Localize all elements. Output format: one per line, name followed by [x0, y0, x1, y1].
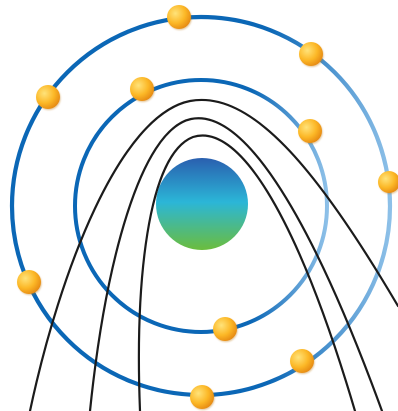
trajectory-curve-3	[137, 134, 357, 411]
electron-icon	[17, 270, 41, 294]
trajectory-curves	[28, 98, 398, 411]
electron-icon	[190, 385, 214, 409]
electron-icon	[378, 171, 398, 193]
electron-icon	[299, 42, 323, 66]
electron-icon	[130, 77, 154, 101]
electron-icon	[213, 317, 237, 341]
trajectory-curve-1	[28, 98, 398, 411]
electron-icon	[290, 349, 314, 373]
electron-icon	[298, 119, 322, 143]
trajectory-curve-2	[88, 117, 384, 411]
inner-orbit-ring	[73, 78, 329, 334]
electron-icon	[36, 85, 60, 109]
electrons	[17, 5, 398, 409]
electron-icon	[167, 5, 191, 29]
nucleus-icon	[156, 158, 248, 250]
